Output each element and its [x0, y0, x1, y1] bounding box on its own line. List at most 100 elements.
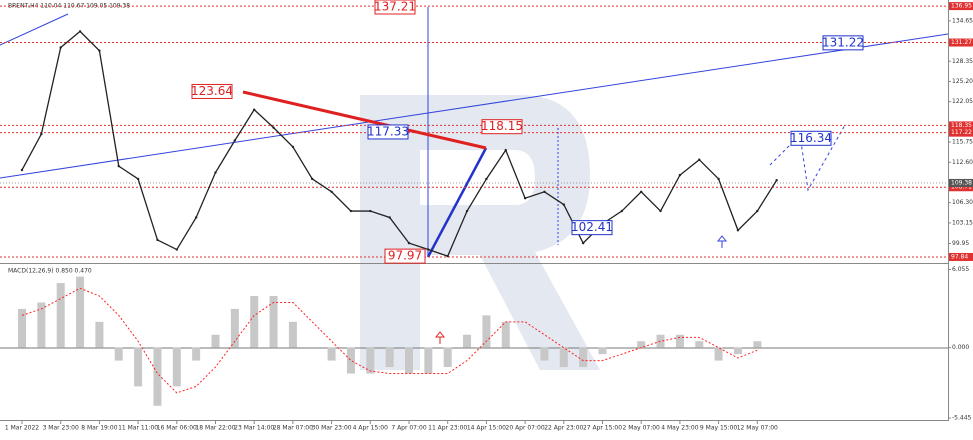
price-point	[485, 177, 488, 181]
price-annotation: 102.41	[571, 220, 613, 234]
x-tick-label: 11 Mar 11:00	[118, 425, 158, 432]
macd-bar	[714, 347, 723, 361]
x-tick-label: 30 Mar 23:00	[312, 425, 352, 432]
x-tick-label: 11 Apr 23:00	[428, 425, 467, 432]
macd-bar	[134, 347, 143, 387]
price-annotation: 97.97	[388, 249, 422, 263]
price-annotation: 117.33	[367, 124, 409, 138]
y-tick-label: 125.20	[952, 78, 973, 85]
macd-bar	[385, 347, 394, 368]
x-tick-label: 3 Mar 23:00	[43, 425, 79, 432]
price-point	[272, 126, 275, 129]
level-label: 117.22	[951, 129, 972, 136]
price-annotation-box	[571, 220, 613, 236]
price-point	[620, 209, 624, 213]
macd-bar	[405, 347, 413, 374]
macd-bar	[443, 347, 452, 368]
price-point	[581, 241, 585, 245]
trend-line	[0, 33, 949, 179]
last-price-label: 109.38	[951, 179, 972, 186]
x-tick-label: 9 May 15:00	[700, 425, 738, 432]
price-point	[659, 209, 662, 213]
x-tick-label: 20 Apr 07:00	[506, 425, 545, 432]
price-point	[504, 148, 507, 152]
macd-bar	[753, 341, 762, 348]
y-tick-label: 115.75	[952, 139, 973, 146]
chart-title: MACD(12,26,9) 0.850 0.470	[8, 268, 92, 275]
level-tag	[949, 128, 973, 137]
price-point	[388, 216, 391, 219]
price-annotation: 131.22	[822, 35, 864, 49]
level-label: 97.84	[951, 253, 968, 260]
price-point	[330, 190, 333, 193]
price-annotation: 137.21	[374, 0, 416, 14]
price-annotation-box	[367, 124, 409, 140]
macd-bar	[327, 347, 336, 361]
macd-bar	[540, 347, 549, 361]
price-annotation-box	[191, 83, 233, 99]
price-point	[98, 49, 101, 52]
price-point	[156, 238, 159, 242]
macd-bar	[95, 321, 104, 348]
macd-bar	[76, 276, 85, 348]
price-point	[756, 209, 759, 213]
macd-bar	[501, 321, 510, 348]
macd-bar	[579, 347, 588, 368]
price-point	[775, 179, 778, 182]
y-tick-label: 122.05	[952, 98, 973, 105]
macd-bar	[288, 321, 297, 348]
price-point	[369, 209, 372, 213]
x-tick-label: 18 Mar 22:00	[195, 425, 235, 432]
macd-bar	[114, 347, 123, 361]
macd-bar	[250, 296, 259, 348]
macd-bar	[153, 347, 162, 406]
price-point	[736, 229, 740, 232]
macd-bar	[269, 296, 278, 348]
price-point	[40, 132, 43, 136]
arrow	[716, 235, 728, 248]
price-point	[717, 177, 720, 181]
last-price-tag	[949, 178, 973, 187]
x-tick-label: 12 May 07:00	[737, 425, 778, 432]
price-annotation-box	[481, 119, 523, 135]
trend-line	[242, 90, 487, 150]
y-tick-label: -5.445	[952, 414, 972, 421]
price-point	[523, 197, 527, 200]
level-tag	[949, 121, 973, 130]
macd-bar	[192, 347, 201, 361]
price-point	[640, 190, 643, 193]
y-tick-label: 103.15	[952, 219, 973, 226]
macd-bar	[559, 347, 568, 368]
x-tick-label: 7 Apr 07:00	[391, 425, 426, 432]
x-tick-label: 4 Apr 15:00	[353, 425, 388, 432]
x-tick-label: 14 Apr 15:00	[467, 425, 506, 432]
price-point	[136, 177, 140, 181]
price-point	[233, 139, 237, 142]
macd-bar	[172, 347, 181, 387]
x-tick-label: 8 Mar 19:00	[81, 425, 117, 432]
price-point	[465, 209, 469, 213]
price-annotation-box	[374, 0, 416, 15]
watermark	[360, 95, 600, 370]
macd-bar	[211, 334, 220, 348]
macd-bar	[37, 302, 46, 348]
macd-bar	[637, 341, 646, 348]
level-tag	[949, 38, 973, 47]
price-annotation-box	[822, 35, 864, 51]
macd-bar	[424, 347, 433, 374]
level-tag	[949, 183, 973, 192]
level-label: 118.35	[951, 122, 972, 129]
price-point	[678, 173, 682, 177]
y-tick-label: 106.30	[952, 199, 973, 206]
level-label: 131.27	[951, 39, 972, 46]
price-point	[427, 248, 430, 251]
macd-bar	[695, 341, 704, 348]
price-annotation-box	[384, 248, 426, 264]
y-tick-label: 99.95	[952, 240, 969, 247]
price-point	[543, 190, 546, 193]
macd-bar	[656, 334, 665, 348]
macd-bar	[675, 334, 684, 348]
price-annotation-box	[790, 130, 832, 146]
macd-bar	[733, 347, 742, 355]
